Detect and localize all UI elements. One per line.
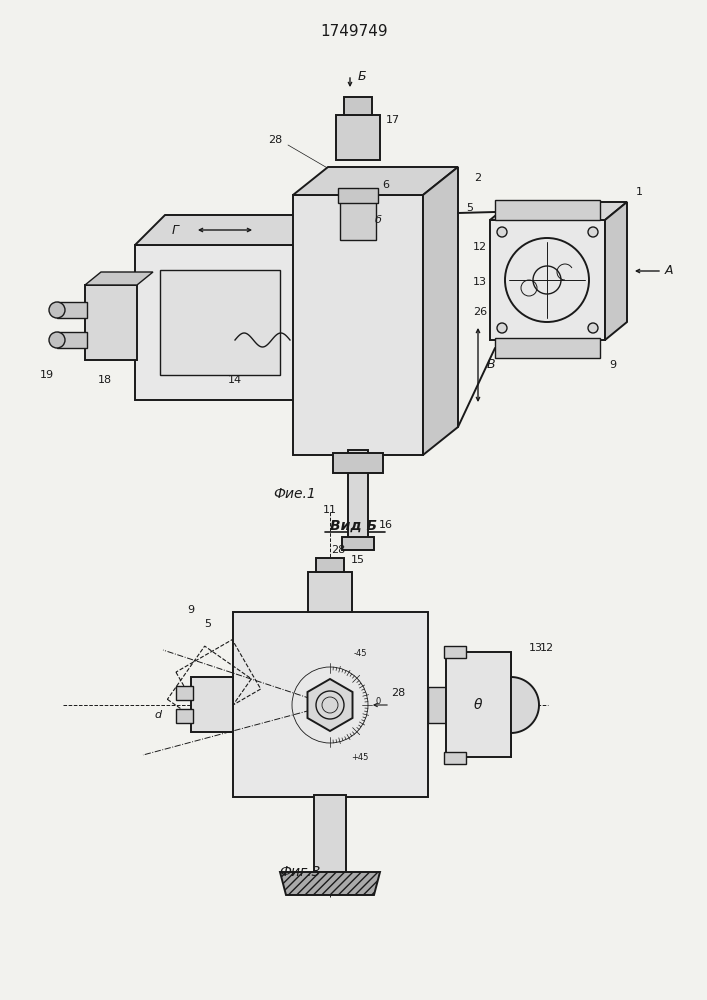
Polygon shape <box>293 167 458 195</box>
Polygon shape <box>423 167 458 455</box>
Text: 13: 13 <box>473 277 487 287</box>
Text: Фиг.3: Фиг.3 <box>279 865 321 879</box>
Bar <box>495 200 600 220</box>
Polygon shape <box>605 202 627 340</box>
Bar <box>336 115 380 160</box>
Text: 26: 26 <box>473 307 487 317</box>
Polygon shape <box>85 272 153 285</box>
Text: 17: 17 <box>386 115 400 125</box>
Text: 19: 19 <box>40 370 54 380</box>
Text: 28: 28 <box>331 545 345 555</box>
Bar <box>176 686 193 700</box>
Text: А: А <box>665 264 673 277</box>
Bar <box>314 795 346 872</box>
Text: 28: 28 <box>391 688 405 698</box>
Text: 1: 1 <box>636 187 643 197</box>
Bar <box>191 677 233 732</box>
Text: 1749749: 1749749 <box>320 24 388 39</box>
Text: 12: 12 <box>540 643 554 653</box>
Bar <box>344 170 372 450</box>
Bar <box>176 709 193 723</box>
Text: 14: 14 <box>228 375 242 385</box>
Text: Вид Б: Вид Б <box>330 519 378 533</box>
Bar <box>308 572 352 612</box>
Circle shape <box>497 323 507 333</box>
Text: 9: 9 <box>609 360 617 370</box>
Bar <box>444 752 466 764</box>
Text: 9: 9 <box>187 605 194 615</box>
Polygon shape <box>511 677 539 733</box>
Bar <box>348 450 368 540</box>
Bar <box>333 453 383 473</box>
Circle shape <box>497 227 507 237</box>
Polygon shape <box>135 215 344 245</box>
Text: 28: 28 <box>268 135 282 145</box>
Text: 0: 0 <box>375 696 380 706</box>
Text: 5: 5 <box>204 619 211 629</box>
Bar <box>135 245 310 400</box>
Bar <box>293 195 423 455</box>
Text: 12: 12 <box>473 242 487 252</box>
Bar <box>57 302 87 318</box>
Polygon shape <box>310 215 344 400</box>
Bar <box>446 652 511 757</box>
Text: Фие.1: Фие.1 <box>274 487 316 501</box>
Text: 11: 11 <box>323 505 337 515</box>
Text: 6: 6 <box>382 180 390 190</box>
Bar <box>444 646 466 658</box>
Bar <box>344 97 372 115</box>
Text: 2: 2 <box>474 173 481 183</box>
Bar <box>490 220 605 340</box>
Bar <box>233 612 428 797</box>
Text: б: б <box>375 215 382 225</box>
Text: 5: 5 <box>467 203 474 213</box>
Bar <box>160 270 280 375</box>
Circle shape <box>588 323 598 333</box>
Text: 18: 18 <box>98 375 112 385</box>
Text: 16: 16 <box>379 520 393 530</box>
Polygon shape <box>490 202 627 220</box>
Circle shape <box>49 332 65 348</box>
Bar <box>316 558 344 572</box>
Bar <box>85 285 137 360</box>
Text: +45: +45 <box>351 752 368 762</box>
Polygon shape <box>280 872 380 895</box>
Bar <box>57 332 87 348</box>
Text: -45: -45 <box>354 648 367 658</box>
Text: d: d <box>154 710 162 720</box>
Text: Г: Г <box>172 224 178 236</box>
Circle shape <box>505 238 589 322</box>
Text: 15: 15 <box>351 555 365 565</box>
Text: 13: 13 <box>529 643 543 653</box>
Text: В: В <box>486 359 496 371</box>
Circle shape <box>588 227 598 237</box>
Text: Б: Б <box>358 70 366 84</box>
Bar <box>495 338 600 358</box>
Bar <box>428 687 446 723</box>
Bar <box>342 537 374 550</box>
Text: θ: θ <box>474 698 482 712</box>
Bar <box>338 188 378 203</box>
Circle shape <box>49 302 65 318</box>
Bar <box>340 200 376 240</box>
Polygon shape <box>308 679 353 731</box>
